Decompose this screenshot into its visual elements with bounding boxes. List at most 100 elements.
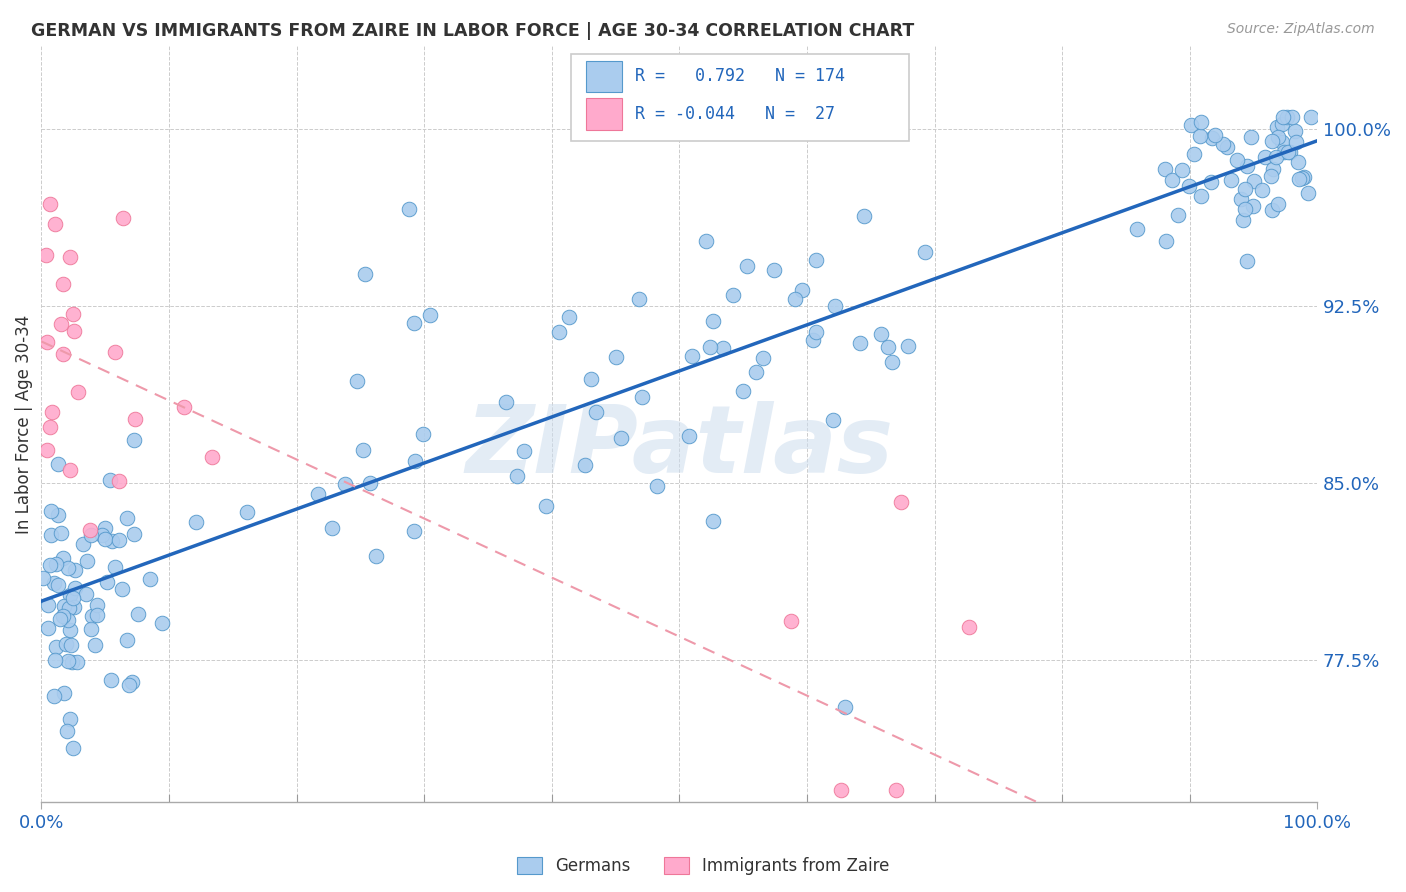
Point [1182, 147, 1205, 161]
Point [39, 528, 62, 542]
Point [1167, 208, 1189, 222]
Point [63, 324, 86, 338]
Point [1261, 134, 1284, 148]
Point [94, 532, 117, 546]
Point [98, 473, 121, 487]
Point [1225, 153, 1247, 167]
Point [364, 549, 387, 563]
Point [1220, 173, 1243, 187]
Point [404, 316, 426, 330]
Point [96, 575, 118, 590]
Point [1274, 145, 1296, 159]
Point [59, 462, 82, 476]
Point [39, 558, 62, 573]
Point [1284, 124, 1306, 138]
Point [1212, 137, 1234, 152]
Point [55, 637, 77, 651]
Point [76, 554, 98, 568]
Point [610, 431, 633, 445]
Point [37, 599, 59, 613]
Point [412, 427, 434, 442]
Point [1250, 183, 1272, 197]
Point [80, 623, 103, 637]
Point [359, 476, 381, 491]
Point [702, 314, 724, 328]
Point [354, 268, 377, 282]
Point [404, 524, 426, 538]
Point [346, 375, 368, 389]
Point [869, 327, 891, 342]
Point [72, 537, 94, 551]
Point [1267, 120, 1289, 135]
Point [1201, 130, 1223, 145]
Point [1286, 155, 1309, 169]
Point [127, 607, 149, 621]
Point [557, 310, 579, 325]
Point [42, 576, 65, 591]
Point [1236, 253, 1258, 268]
Point [1180, 118, 1202, 132]
Point [682, 349, 704, 363]
Point [82, 608, 104, 623]
Point [914, 244, 936, 259]
Point [1216, 140, 1239, 154]
Point [60, 638, 83, 652]
Point [52, 550, 75, 565]
Point [585, 404, 607, 418]
Point [1260, 169, 1282, 184]
Point [1277, 110, 1299, 124]
Point [56, 654, 79, 668]
Point [35, 247, 58, 261]
Point [58, 601, 80, 615]
Point [1296, 186, 1319, 200]
Point [35, 443, 58, 458]
Point [94, 521, 117, 535]
Point [1277, 145, 1299, 159]
Point [1154, 234, 1177, 248]
Point [236, 505, 259, 519]
Point [733, 384, 755, 399]
Point [1267, 197, 1289, 211]
Point [1299, 110, 1322, 124]
Point [121, 674, 143, 689]
Point [1236, 159, 1258, 173]
Point [1204, 128, 1226, 143]
Point [52, 608, 75, 623]
Point [1241, 199, 1264, 213]
Point [1199, 175, 1222, 189]
Point [1292, 170, 1315, 185]
Point [790, 283, 813, 297]
Point [104, 560, 127, 574]
Point [834, 700, 856, 714]
Legend: Germans, Immigrants from Zaire: Germans, Immigrants from Zaire [509, 849, 897, 884]
Point [111, 582, 134, 596]
Point [49, 317, 72, 331]
Point [398, 202, 420, 216]
Point [52, 599, 75, 614]
Point [419, 308, 441, 322]
Point [1234, 202, 1257, 216]
Point [627, 292, 650, 306]
Text: R = -0.044   N =  27: R = -0.044 N = 27 [634, 105, 835, 123]
Point [108, 475, 131, 489]
Point [117, 632, 139, 647]
Point [1278, 145, 1301, 160]
Point [877, 340, 900, 354]
Bar [586, 61, 621, 92]
Point [37, 622, 59, 636]
Point [46, 457, 69, 471]
Point [44, 217, 66, 231]
Point [506, 468, 529, 483]
Point [1271, 110, 1294, 124]
Point [1125, 222, 1147, 236]
Point [1291, 170, 1313, 185]
Point [124, 412, 146, 426]
Point [86, 608, 108, 623]
Point [1189, 114, 1212, 128]
Point [821, 413, 844, 427]
Point [59, 250, 82, 264]
Point [48, 612, 70, 626]
Point [201, 450, 224, 465]
Point [630, 390, 652, 404]
Point [65, 582, 87, 596]
